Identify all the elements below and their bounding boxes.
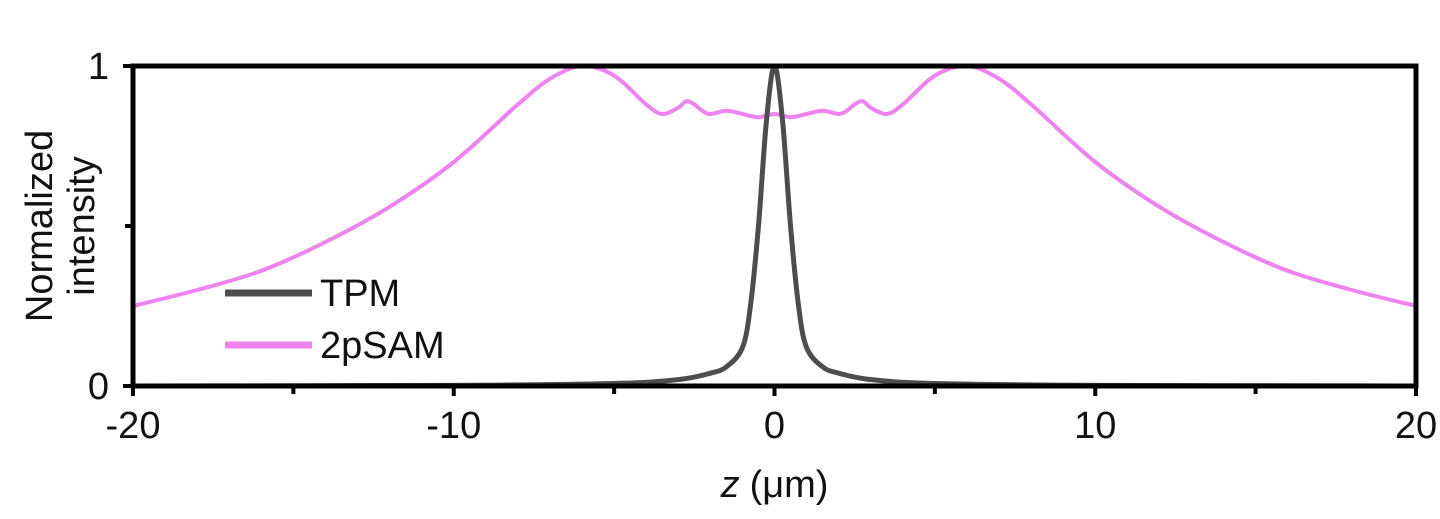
- y-axis-title-line1: Normalized: [19, 130, 61, 322]
- x-axis-unit: (μm): [750, 464, 829, 506]
- legend-label-2psam: 2pSAM: [320, 325, 445, 367]
- y-tick-label: 1: [88, 46, 109, 88]
- y-axis-title: Normalized intensity: [19, 130, 103, 322]
- x-axis-variable: z: [720, 464, 740, 506]
- x-tick-label: 20: [1395, 405, 1437, 447]
- x-tick-label: -10: [426, 405, 481, 447]
- x-tick-label: -20: [106, 405, 161, 447]
- y-tick-label: 0: [88, 366, 109, 408]
- legend-label-tpm: TPM: [320, 273, 400, 315]
- x-tick-label: 0: [764, 405, 785, 447]
- legend-layer: TPM 2pSAM: [225, 273, 445, 367]
- x-axis-title: z (μm): [720, 464, 829, 506]
- series-line-2psam: [131, 63, 1418, 308]
- x-tick-label: 10: [1074, 405, 1116, 447]
- y-axis-title-line2: intensity: [61, 156, 103, 295]
- ticks-layer: -20 -10 0 10 20 0 1: [88, 46, 1437, 447]
